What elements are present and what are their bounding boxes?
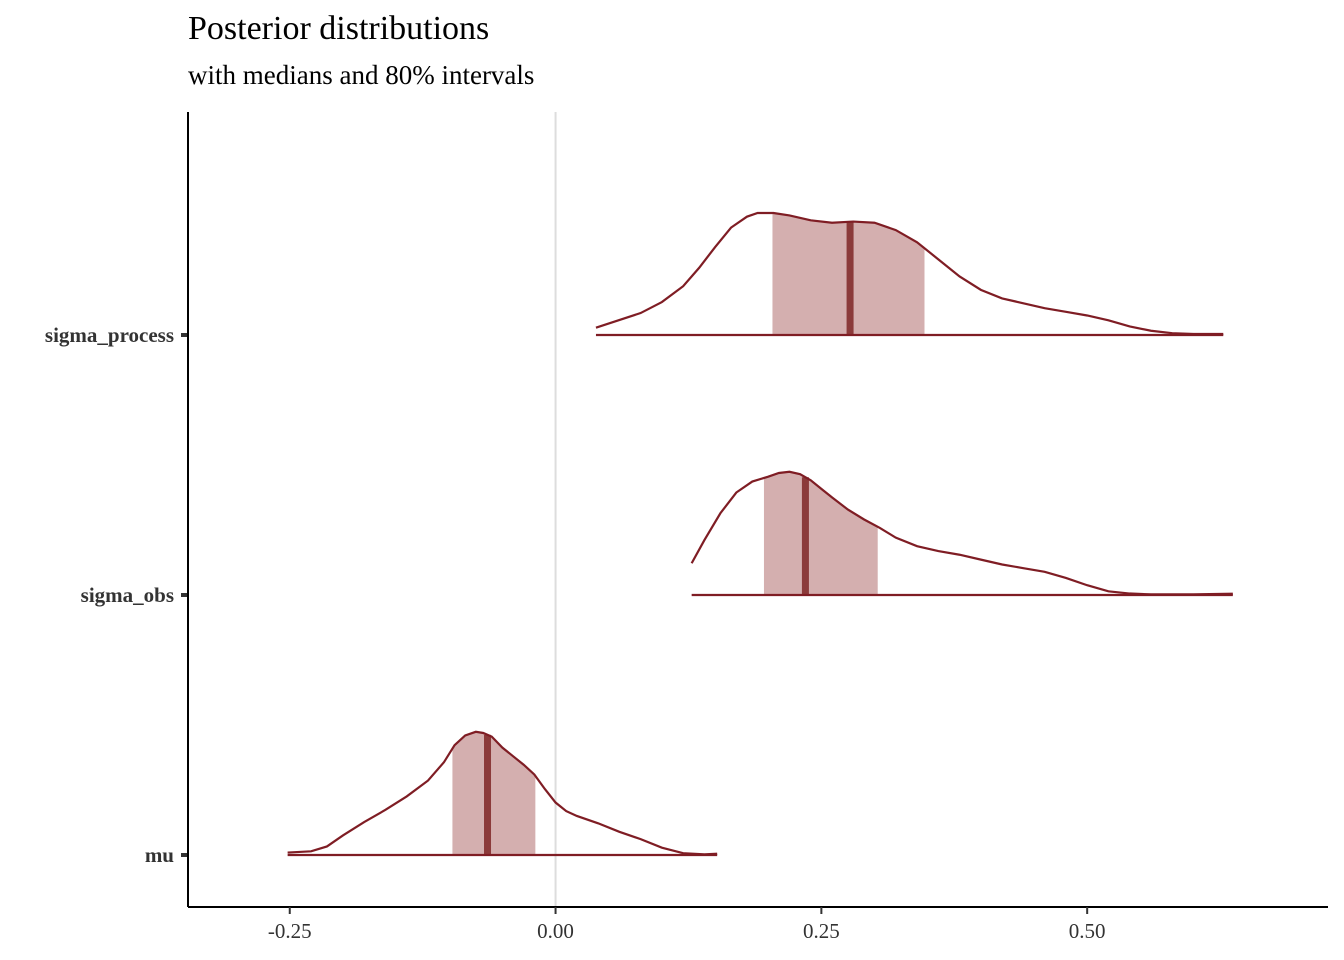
density-curve-sigma_process [595,211,1224,336]
x-tick-label-1: 0.00 [537,919,574,943]
x-tick-label-0: -0.25 [268,919,312,943]
y-tick-label-mu: mu [145,843,174,867]
interval-area-mu [452,731,536,855]
density-curve-mu [287,730,718,856]
y-tick-label-sigma_obs: sigma_obs [81,583,174,607]
x-tick-label-3: 0.50 [1069,919,1106,943]
density-curve-sigma_obs [690,470,1233,596]
interval-area-sigma_obs [763,471,878,595]
y-tick-label-sigma_process: sigma_process [45,323,174,347]
chart-subtitle: with medians and 80% intervals [188,60,535,90]
x-tick-label-2: 0.25 [803,919,840,943]
chart-title: Posterior distributions [188,10,490,47]
